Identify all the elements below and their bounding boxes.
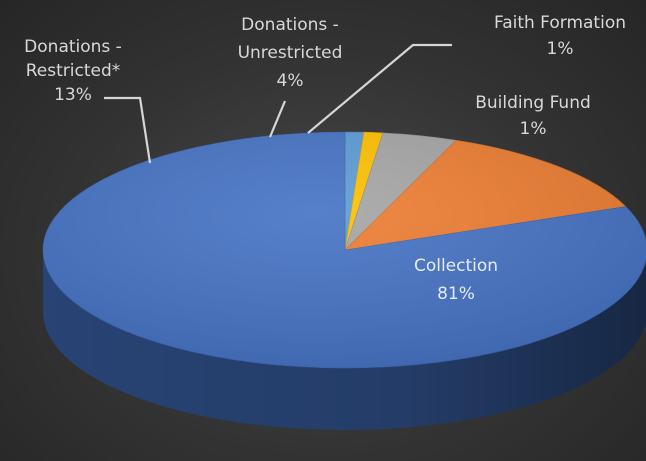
data-label-category: Donations - [241,15,339,35]
data-label-category: Unrestricted [238,43,343,63]
data-label-donations-unrestricted: Donations - Unrestricted 4% [238,15,343,91]
data-labels: Collection 81%Donations -Restricted* 13%Do… [24,13,626,304]
leader-line-faith-formation [307,43,452,134]
data-label-value: 13% [54,85,92,105]
leader-line-donations-restricted [104,96,152,164]
data-label-category: Faith Formation [494,13,626,33]
pie-depth [43,250,646,430]
data-label-collection: Collection 81% [414,256,498,304]
data-label-value: 1% [547,39,574,59]
data-label-category: Building Fund [475,93,591,113]
data-label-building-fund: Building Fund 1% [475,93,591,139]
slice-side-shade [43,250,646,430]
data-label-category: Donations - [24,37,122,57]
data-label-category: Collection [414,256,498,276]
data-label-value: 4% [277,71,304,91]
pie-top-shading [43,132,646,368]
data-label-value: 81% [437,284,475,304]
data-label-donations-restricted: Donations - Restricted* 13% [24,37,122,105]
leader-line-donations-unrestricted [268,100,287,138]
pie-top [42,131,646,369]
data-label-category: Restricted* [26,61,121,81]
data-label-faith-formation: Faith Formation 1% [494,13,626,59]
leader-lines [104,43,452,164]
data-label-value: 1% [520,119,547,139]
